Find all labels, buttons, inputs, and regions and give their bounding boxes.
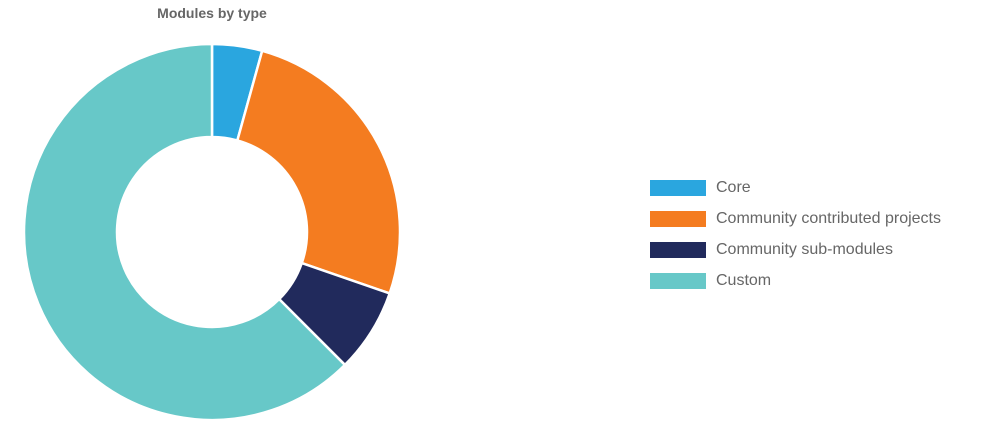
legend-label-community-sub-modules: Community sub-modules [716, 240, 893, 258]
legend-swatch-community-sub-modules [650, 241, 706, 258]
legend-item-community-contributed-projects[interactable]: Community contributed projects [650, 203, 941, 234]
legend-item-core[interactable]: Core [650, 172, 941, 203]
chart-legend: Core Community contributed projects Commun… [650, 172, 941, 296]
legend-item-community-sub-modules[interactable]: Community sub-modules [650, 234, 941, 265]
slice-community-contributed-projects[interactable] [235, 49, 402, 296]
slice-custom[interactable] [22, 42, 347, 422]
legend-label-community-contributed-projects: Community contributed projects [716, 209, 941, 227]
legend-label-custom: Custom [716, 271, 772, 289]
legend-swatch-custom [650, 272, 706, 289]
legend-label-core: Core [716, 178, 751, 196]
legend-item-custom[interactable]: Custom [650, 265, 941, 296]
legend-swatch-core [650, 179, 706, 196]
legend-swatch-community-contributed-projects [650, 210, 706, 227]
chart-title: Modules by type [157, 5, 267, 21]
